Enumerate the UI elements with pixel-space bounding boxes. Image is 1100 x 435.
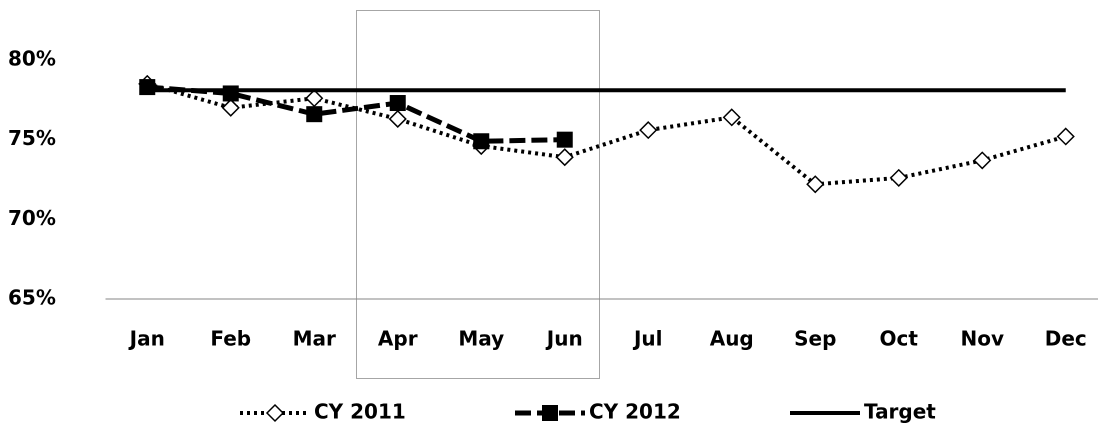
point-marker <box>806 175 825 194</box>
legend-label: CY 2011 <box>314 400 406 424</box>
x-tick-label: Feb <box>210 327 251 351</box>
y-tick-label: 65% <box>8 286 56 310</box>
point-marker <box>222 85 239 102</box>
x-tick-label: Sep <box>794 327 836 351</box>
x-tick-label: May <box>458 327 504 351</box>
point-marker <box>305 89 324 108</box>
y-tick-label: 70% <box>8 206 56 230</box>
point-marker <box>1056 127 1075 146</box>
y-tick-label: 80% <box>8 47 56 71</box>
y-tick-label: 75% <box>8 126 56 150</box>
legend-label: Target <box>864 400 936 424</box>
point-marker <box>389 95 406 112</box>
point-marker <box>889 168 908 187</box>
x-tick-label: Aug <box>710 327 754 351</box>
point-marker <box>555 148 574 167</box>
series-line <box>147 84 565 144</box>
legend-label: CY 2012 <box>589 400 681 424</box>
x-tick-label: Nov <box>960 327 1004 351</box>
point-marker <box>639 121 658 140</box>
point-marker <box>722 108 741 127</box>
point-marker <box>221 98 240 117</box>
legend-marker <box>265 403 285 423</box>
x-tick-label: Jul <box>632 327 663 351</box>
legend-marker <box>542 405 558 421</box>
highlight-box <box>356 10 600 379</box>
point-marker <box>306 106 323 123</box>
x-tick-label: Jun <box>545 327 583 351</box>
series-line <box>146 81 1067 187</box>
x-tick-label: Jan <box>128 327 165 351</box>
x-tick-label: Apr <box>378 327 418 351</box>
point-marker <box>388 109 407 129</box>
point-marker <box>139 79 156 96</box>
x-tick-label: Mar <box>293 327 336 351</box>
x-tick-label: Oct <box>880 327 919 351</box>
x-tick-label: Dec <box>1045 327 1087 351</box>
point-marker <box>473 133 490 150</box>
point-marker <box>556 131 573 148</box>
point-marker <box>973 151 992 170</box>
